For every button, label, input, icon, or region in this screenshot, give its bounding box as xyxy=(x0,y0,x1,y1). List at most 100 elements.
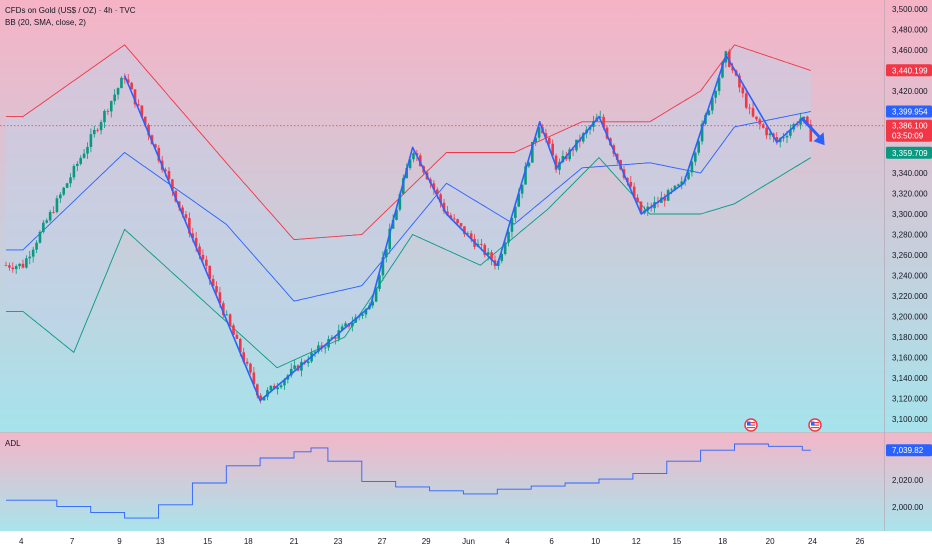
price-tick-label: 3,460.000 xyxy=(892,46,928,55)
us-event-flag-icon[interactable] xyxy=(808,418,822,432)
price-tag xyxy=(886,64,932,77)
symbol-title[interactable]: CFDs on Gold (US$ / OZ) · 4h · TVC xyxy=(5,6,136,15)
price-tag-label: 3,440.199 xyxy=(892,66,928,75)
price-tag-label: 3,399.954 xyxy=(892,108,928,117)
candle-body xyxy=(174,190,178,202)
candle-body xyxy=(687,172,690,180)
candle-body xyxy=(232,325,235,335)
candle-body xyxy=(157,147,161,161)
us-event-flag-icon[interactable] xyxy=(744,418,758,432)
candle-body xyxy=(571,149,575,151)
candle-body xyxy=(741,87,745,94)
candle-body xyxy=(371,301,375,306)
adl-axis: 2,020.00 2,000.00 7,039.82 xyxy=(886,444,932,512)
indicator-title[interactable]: BB (20, SMA, close, 2) xyxy=(5,18,86,27)
time-tick-label: 4 xyxy=(505,537,510,546)
candle-body xyxy=(707,110,711,115)
candle-body xyxy=(568,149,571,160)
candle-body xyxy=(758,119,762,125)
zigzag-pattern xyxy=(123,54,825,402)
candle-body xyxy=(164,169,167,172)
price-tick-label: 3,180.000 xyxy=(892,333,928,342)
candle-body xyxy=(205,259,208,266)
countdown-label: 03:50:09 xyxy=(892,132,924,141)
candle-body xyxy=(401,178,405,194)
candle-body xyxy=(697,141,701,153)
candle-body xyxy=(531,142,534,163)
candle-body xyxy=(480,243,483,245)
price-tag xyxy=(886,119,932,142)
time-axis-background[interactable] xyxy=(0,531,932,550)
candle-body xyxy=(514,206,517,219)
candle-body xyxy=(385,249,388,258)
candle-body xyxy=(435,189,439,195)
candle-body xyxy=(235,334,239,339)
candle-body xyxy=(96,129,99,131)
price-tick-label: 3,300.000 xyxy=(892,210,928,219)
candle-body xyxy=(238,338,242,353)
candle-body xyxy=(374,288,378,302)
candle-body xyxy=(717,77,721,92)
price-tick-label: 3,280.000 xyxy=(892,231,928,240)
candle-body xyxy=(317,345,320,352)
price-tag xyxy=(886,105,932,118)
price-tick-label: 3,260.000 xyxy=(892,251,928,260)
candle-body xyxy=(198,246,201,255)
candle-body xyxy=(262,396,266,401)
candle-body xyxy=(558,162,561,170)
candle-body xyxy=(109,101,113,112)
candle-body xyxy=(806,116,809,125)
candle-body xyxy=(466,233,470,235)
candle-body xyxy=(143,116,147,125)
candle-body xyxy=(799,118,802,125)
candle-body xyxy=(147,124,150,136)
candle-body xyxy=(313,351,317,353)
candle-body xyxy=(340,326,344,331)
candle-body xyxy=(351,322,354,327)
candle-body xyxy=(82,153,86,158)
candle-body xyxy=(89,134,93,147)
candle-body xyxy=(731,66,734,71)
candle-body xyxy=(673,185,677,190)
candle-body xyxy=(228,314,232,326)
time-tick-label: 15 xyxy=(672,537,681,546)
candle-body xyxy=(55,198,59,213)
candle-body xyxy=(364,309,368,315)
time-axis[interactable]: 4 7 9 13 15 18 21 23 27 29 Jun 4 6 10 12 15 18 20 24 26 xyxy=(19,537,865,546)
candle-body xyxy=(677,184,680,186)
candle-body xyxy=(768,133,772,136)
candle-body xyxy=(8,265,11,268)
candle-body xyxy=(395,209,398,220)
candle-body xyxy=(116,88,120,95)
candle-body xyxy=(534,137,538,143)
candle-body xyxy=(452,218,456,220)
candle-body xyxy=(323,347,327,349)
candle-body xyxy=(789,129,792,136)
candle-body xyxy=(361,314,364,316)
candle-body xyxy=(507,231,510,243)
candle-body xyxy=(408,159,412,168)
candle-body xyxy=(76,163,79,166)
candle-body xyxy=(191,233,195,239)
bb-lower-line xyxy=(6,156,812,369)
time-tick-label: 20 xyxy=(766,537,775,546)
candle-body xyxy=(140,105,144,117)
down-arrow-icon xyxy=(813,132,825,146)
adl-title[interactable]: ADL xyxy=(5,439,21,448)
candle-body xyxy=(289,368,293,376)
time-tick-label: 6 xyxy=(549,537,554,546)
candle-body xyxy=(194,238,198,247)
candle-body xyxy=(639,201,643,214)
time-tick-label: 13 xyxy=(156,537,165,546)
candle-body xyxy=(218,292,222,304)
candle-body xyxy=(398,193,402,210)
candle-body xyxy=(751,108,755,117)
candle-body xyxy=(483,244,487,256)
candle-body xyxy=(469,233,473,239)
candle-body xyxy=(605,127,609,139)
candle-body xyxy=(527,162,531,167)
candle-body xyxy=(242,352,245,362)
